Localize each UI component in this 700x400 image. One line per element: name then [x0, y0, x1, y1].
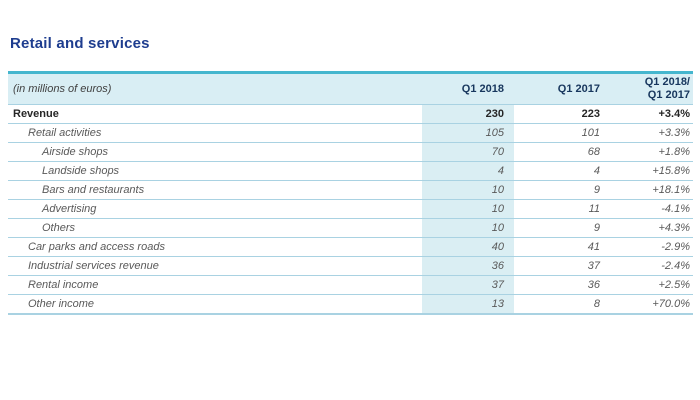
table-header-row: (in millions of euros) Q1 2018 Q1 2017 Q… [8, 72, 693, 105]
page-title: Retail and services [10, 35, 150, 52]
value-q1-2018: 70 [422, 142, 514, 162]
row-label: Revenue [13, 108, 59, 121]
value-q1-2018: 10 [422, 180, 514, 200]
table-row-rental-income: Rental income 37 36 +2.5% [8, 275, 693, 295]
value-q1-2018: 4 [422, 161, 514, 181]
row-label: Car parks and access roads [28, 241, 165, 254]
value-change: +3.4% [658, 108, 691, 121]
row-label: Bars and restaurants [42, 184, 145, 197]
value-q1-2017: 68 [587, 146, 600, 159]
row-label: Airside shops [42, 146, 109, 159]
row-label: Retail activities [28, 127, 102, 140]
table-row-advertising: Advertising 10 11 -4.1% [8, 199, 693, 219]
value-q1-2018: 105 [422, 123, 514, 143]
table-row-landside-shops: Landside shops 4 4 +15.8% [8, 161, 693, 181]
row-label: Landside shops [42, 165, 120, 178]
value-q1-2017: 101 [581, 127, 600, 140]
value-q1-2017: 9 [593, 222, 600, 235]
table-row-industrial-services: Industrial services revenue 36 37 -2.4% [8, 256, 693, 276]
value-change: +2.5% [658, 279, 691, 292]
results-table: (in millions of euros) Q1 2018 Q1 2017 Q… [8, 71, 693, 315]
value-q1-2018: 36 [422, 256, 514, 276]
value-change: +18.1% [652, 184, 690, 197]
col-header-q1-2018: Q1 2018 [461, 83, 504, 96]
value-change: +4.3% [658, 222, 691, 235]
value-q1-2017: 8 [593, 298, 600, 311]
table-row-airside-shops: Airside shops 70 68 +1.8% [8, 142, 693, 162]
row-label: Other income [28, 298, 95, 311]
table-row-revenue: Revenue 230 223 +3.4% [8, 104, 693, 124]
value-change: -2.4% [661, 260, 690, 273]
value-q1-2018: 40 [422, 237, 514, 257]
value-q1-2018: 10 [422, 218, 514, 238]
value-q1-2017: 36 [587, 279, 600, 292]
row-label: Industrial services revenue [28, 260, 159, 273]
table-row-car-parks: Car parks and access roads 40 41 -2.9% [8, 237, 693, 257]
value-change: -4.1% [661, 203, 690, 216]
value-q1-2017: 37 [587, 260, 600, 273]
value-q1-2018: 37 [422, 275, 514, 295]
value-change: +15.8% [652, 165, 690, 178]
col-header-q1-2017: Q1 2017 [557, 83, 600, 96]
row-label: Others [42, 222, 76, 235]
row-label: Rental income [28, 279, 99, 292]
col-header-change: Q1 2018/ Q1 2017 [644, 76, 690, 102]
value-q1-2018: 230 [422, 104, 514, 124]
value-change: +70.0% [652, 298, 690, 311]
value-q1-2018: 10 [422, 199, 514, 219]
value-q1-2017: 41 [587, 241, 600, 254]
value-change: +1.8% [658, 146, 691, 159]
value-change: -2.9% [661, 241, 690, 254]
table-row-others: Others 10 9 +4.3% [8, 218, 693, 238]
table-row-other-income: Other income 13 8 +70.0% [8, 294, 693, 314]
value-q1-2017: 223 [581, 108, 600, 121]
value-q1-2018: 13 [422, 294, 514, 314]
table-row-retail-activities: Retail activities 105 101 +3.3% [8, 123, 693, 143]
table-row-bars-and-restaurants: Bars and restaurants 10 9 +18.1% [8, 180, 693, 200]
unit-label: (in millions of euros) [13, 83, 112, 96]
value-change: +3.3% [658, 127, 691, 140]
value-q1-2017: 4 [593, 165, 600, 178]
value-q1-2017: 11 [588, 203, 600, 216]
row-label: Advertising [42, 203, 97, 216]
value-q1-2017: 9 [593, 184, 600, 197]
